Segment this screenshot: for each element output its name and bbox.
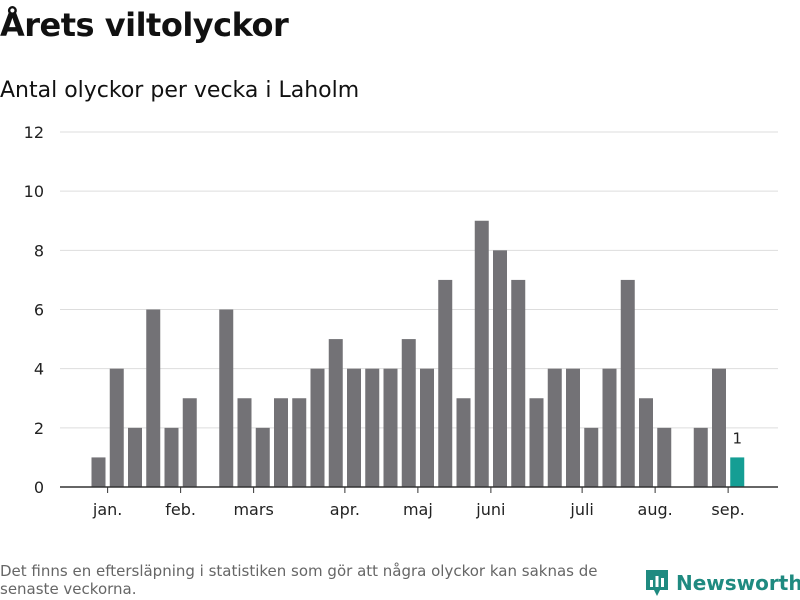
bar	[237, 398, 252, 487]
x-tick-label: aug.	[638, 500, 673, 519]
bar	[712, 368, 726, 487]
bars	[91, 220, 745, 487]
bar	[456, 398, 471, 487]
bar	[420, 368, 434, 487]
bar	[164, 427, 179, 487]
x-tick-label: jan.	[92, 500, 122, 519]
x-tick-label: juli	[569, 500, 593, 519]
bar	[438, 279, 453, 487]
bar	[639, 398, 653, 487]
bar	[511, 279, 526, 487]
bar	[529, 398, 544, 487]
bar	[182, 398, 197, 487]
newsworthy-logo-icon	[646, 570, 668, 596]
bar	[602, 368, 617, 487]
bar	[292, 398, 307, 487]
y-tick-label: 4	[34, 360, 44, 379]
chart-title: Årets viltolyckor	[0, 6, 289, 44]
x-tick-label: mars	[233, 500, 273, 519]
footnote: Det finns en eftersläpning i statistiken…	[0, 562, 598, 598]
bar	[146, 309, 161, 487]
bar	[347, 368, 361, 487]
bar	[401, 339, 416, 487]
bar-chart: 0 2 4 6 8 10 12 jan. feb. mars apr. maj juni juli aug…	[24, 123, 778, 519]
bar	[493, 250, 507, 487]
bar	[584, 427, 599, 487]
bar	[547, 368, 562, 487]
bar	[693, 427, 708, 487]
y-tick-label: 6	[34, 301, 44, 320]
y-tick-label: 12	[24, 123, 44, 142]
data-labels: 1	[732, 429, 742, 447]
bar	[274, 398, 288, 487]
bar	[128, 427, 142, 487]
brand-name: Newsworthy	[676, 571, 800, 595]
bar	[365, 368, 380, 487]
y-axis-ticks: 0 2 4 6 8 10 12	[24, 123, 44, 497]
bar	[620, 279, 635, 487]
x-tick-label: sep.	[711, 500, 744, 519]
x-tick-label: juni	[475, 500, 505, 519]
bar	[657, 427, 672, 487]
bar-highlight	[730, 457, 745, 487]
x-tick-label: apr.	[330, 500, 360, 519]
bar	[310, 368, 325, 487]
x-tick-label: feb.	[165, 500, 196, 519]
bar	[109, 368, 124, 487]
bar	[328, 339, 343, 487]
bar	[383, 368, 398, 487]
y-tick-label: 10	[24, 182, 44, 201]
brand-logo: Newsworthy	[644, 568, 800, 598]
bar	[219, 309, 234, 487]
y-tick-label: 8	[34, 241, 44, 260]
x-axis-ticks: jan. feb. mars apr. maj juni juli aug. sep.	[92, 487, 745, 519]
bar	[566, 368, 580, 487]
gridlines	[60, 131, 778, 429]
chart-subtitle: Antal olyckor per vecka i Laholm	[0, 78, 360, 103]
bar	[255, 427, 270, 487]
bar	[91, 457, 106, 487]
y-tick-label: 0	[34, 478, 44, 497]
bar	[474, 220, 489, 487]
y-tick-label: 2	[34, 419, 44, 438]
highlight-data-label: 1	[732, 429, 742, 447]
x-tick-label: maj	[403, 500, 433, 519]
